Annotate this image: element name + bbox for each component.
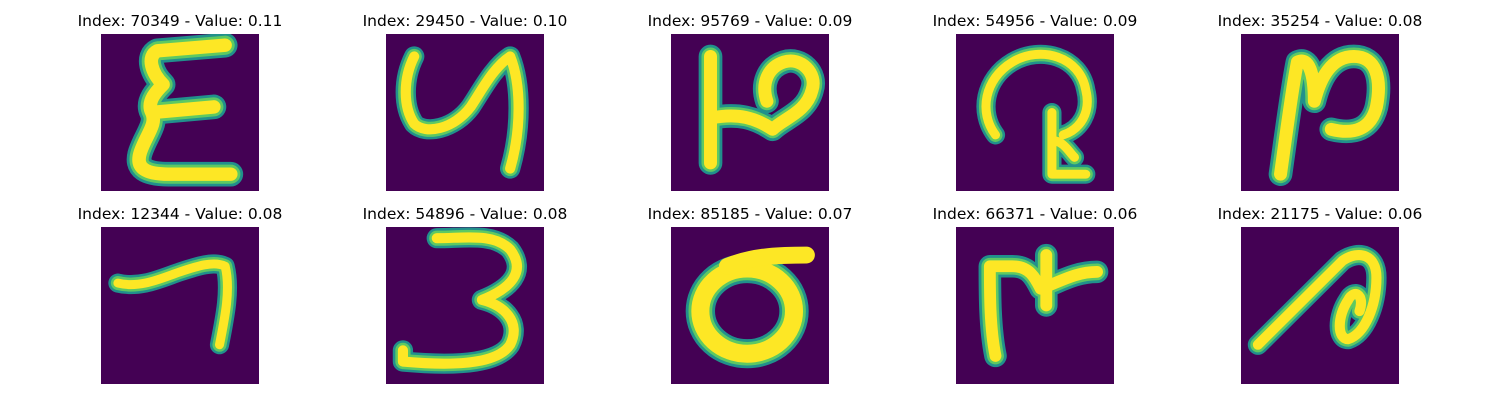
grid-panel-9: Index: 66371 - Value: 0.06 (925, 203, 1145, 384)
panel-title: Index: 21175 - Value: 0.06 (1217, 205, 1423, 223)
grid-panel-7: Index: 54896 - Value: 0.08 (355, 203, 575, 384)
panel-title: Index: 29450 - Value: 0.10 (362, 12, 568, 30)
panel-title: Index: 66371 - Value: 0.06 (932, 205, 1138, 223)
grid-panel-2: Index: 29450 - Value: 0.10 (355, 10, 575, 191)
sample-image (386, 227, 544, 384)
panel-title: Index: 35254 - Value: 0.08 (1217, 12, 1423, 30)
sample-image (671, 227, 829, 384)
panel-title: Index: 95769 - Value: 0.09 (647, 12, 853, 30)
panel-title: Index: 85185 - Value: 0.07 (647, 205, 853, 223)
grid-panel-6: Index: 12344 - Value: 0.08 (70, 203, 290, 384)
sample-image (101, 34, 259, 191)
sample-image (1241, 227, 1399, 384)
grid-panel-8: Index: 85185 - Value: 0.07 (640, 203, 860, 384)
panel-title: Index: 54896 - Value: 0.08 (362, 205, 568, 223)
sample-image (671, 34, 829, 191)
grid-panel-10: Index: 21175 - Value: 0.06 (1210, 203, 1430, 384)
grid-panel-1: Index: 70349 - Value: 0.11 (70, 10, 290, 191)
sample-image (101, 227, 259, 384)
sample-image (956, 34, 1114, 191)
panel-title: Index: 54956 - Value: 0.09 (932, 12, 1138, 30)
sample-image (956, 227, 1114, 384)
panel-title: Index: 12344 - Value: 0.08 (77, 205, 283, 223)
grid-panel-4: Index: 54956 - Value: 0.09 (925, 10, 1145, 191)
sample-image (1241, 34, 1399, 191)
grid-panel-5: Index: 35254 - Value: 0.08 (1210, 10, 1430, 191)
sample-image (386, 34, 544, 191)
grid-panel-3: Index: 95769 - Value: 0.09 (640, 10, 860, 191)
panel-title: Index: 70349 - Value: 0.11 (77, 12, 283, 30)
